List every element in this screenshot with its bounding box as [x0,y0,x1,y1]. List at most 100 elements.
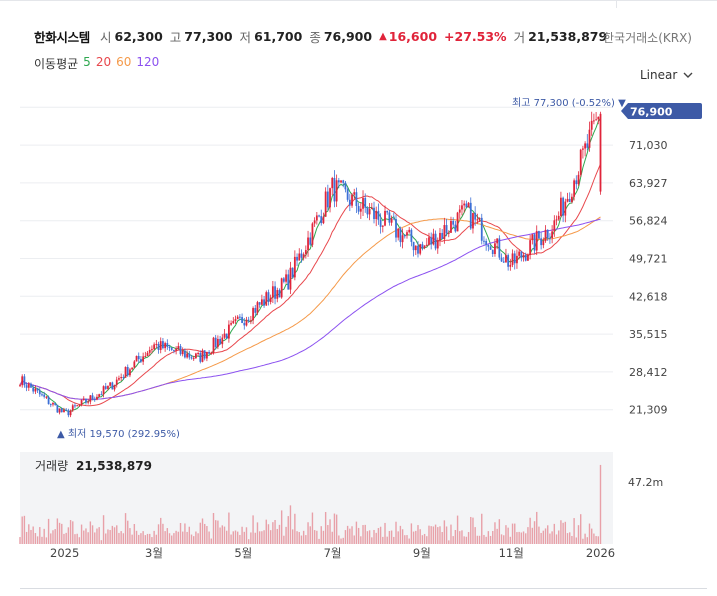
volume-bar [461,530,463,544]
volume-bar [492,530,494,544]
volume-bar [199,522,202,544]
candle-body [41,394,43,396]
volume-bar [208,531,210,544]
price-tick-label: 49,721 [629,253,668,266]
candle-body [65,409,68,411]
candle-body [315,215,318,221]
volume-bar [401,529,404,544]
candle-body [582,148,584,150]
candle-body [258,302,261,305]
volume-bar [327,525,329,544]
candle-body [293,256,296,278]
candle-body [544,229,547,242]
volume-bar [47,518,50,544]
volume-bar [489,535,492,544]
candle-body [518,251,521,256]
volume-bar [74,534,76,544]
candle-body [43,394,46,397]
ma-120-label[interactable]: 120 [136,55,160,69]
volume-bar [72,521,74,544]
candle-body [535,231,538,251]
candle-body [208,352,211,354]
volume-bar [287,516,289,544]
volume-bar [540,532,542,544]
candle-body [201,350,204,362]
candle-body [474,213,477,220]
volume-bar [494,522,496,544]
ma-5-label[interactable]: 5 [83,55,91,69]
volume-bar [221,525,223,544]
candle-body [320,216,323,224]
candle-body [175,348,178,351]
candle-body [89,395,92,402]
candle-body [454,224,457,232]
volume-bar [591,528,593,544]
candle-body [199,353,202,362]
candle-body [309,237,312,245]
candle-body [151,349,153,351]
volume-bar [342,537,344,544]
ma-60-label[interactable]: 60 [116,55,132,69]
candle-body [425,244,428,246]
price-axis-ticks: 21,309 28,412 35,515 42,618 49,721 56,824 63,9… [629,101,668,416]
candle-body [403,235,406,237]
candle-body [109,382,112,386]
volume-bar [278,524,281,544]
candle-body [238,316,241,318]
candle-body [115,379,118,385]
volume-bar [30,529,32,544]
volume-bar [217,520,219,544]
candle-body [461,205,463,210]
volume-bar [531,527,534,544]
candle-body [399,228,402,243]
volume-bar [32,526,34,544]
volume-bar [195,531,197,544]
volume-bar [542,530,545,544]
candle-body [232,321,235,324]
candle-body [54,403,57,405]
volume-bar [538,526,540,544]
volume-bar [595,536,597,544]
low-annotation: ▲ 최저 19,570 (292.95%) [57,428,180,440]
volume-bar [124,513,127,544]
candle-body [155,343,158,345]
candle-body [478,217,481,220]
stock-name[interactable]: 한화시스템 [34,29,91,45]
volume-bar [223,526,226,544]
candle-body [190,357,193,359]
volume-bar [454,530,457,544]
candle-body [520,251,523,258]
volume-bar [302,530,305,544]
candle-body [483,240,485,242]
scale-selector[interactable]: Linear [640,68,693,82]
volume-bar [375,532,377,544]
volume-bar [50,533,52,544]
volume-bar [193,536,195,544]
volume-bar [296,531,298,544]
volume-bar [206,526,208,544]
candle-body [195,353,197,359]
candle-body [58,408,61,413]
volume-bar [533,521,536,544]
price-gridlines [20,106,613,411]
candle-body [177,346,180,349]
volume-bar [225,530,228,544]
volume-bar [234,530,237,544]
candle-body [111,382,114,390]
candle-body [80,400,83,405]
time-tick-label: 7월 [324,546,342,560]
ma-20-label[interactable]: 20 [95,55,112,69]
volume-bar [118,532,120,544]
volume-bar [371,537,373,544]
candle-body [549,237,551,239]
candle-body [300,253,303,258]
candle-body [159,341,162,350]
candle-body [52,403,54,405]
candle-body [129,369,131,376]
candle-body [577,174,580,185]
candle-body [599,113,602,192]
volume-bar [525,533,527,544]
candle-body [579,149,582,175]
volume-bar [305,535,307,544]
